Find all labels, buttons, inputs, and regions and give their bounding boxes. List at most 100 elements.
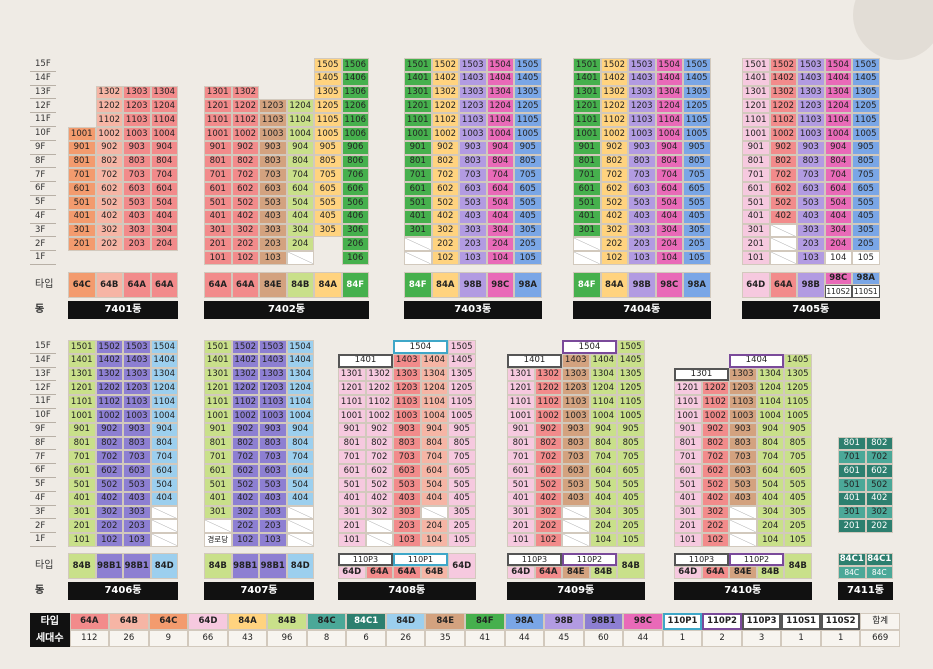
unit-cell[interactable]: 1105: [784, 395, 812, 409]
unit-cell[interactable]: 1404: [286, 353, 314, 368]
unit-cell[interactable]: 1501: [742, 58, 770, 72]
unit-cell[interactable]: 403: [259, 209, 287, 224]
unit-cell[interactable]: 1001: [742, 127, 770, 141]
unit-cell[interactable]: 1405: [784, 353, 812, 368]
unit-cell[interactable]: 901: [68, 422, 96, 437]
unit-cell[interactable]: 704: [286, 168, 314, 183]
unit-cell[interactable]: 1004: [286, 409, 314, 423]
unit-cell[interactable]: 1001: [404, 127, 432, 141]
unit-cell[interactable]: 804: [286, 436, 314, 451]
unit-cell[interactable]: 1101: [742, 113, 770, 127]
unit-cell[interactable]: 805: [784, 436, 812, 451]
unit-cell[interactable]: 204: [286, 237, 314, 252]
unit-cell[interactable]: 1401: [573, 71, 601, 86]
unit-cell[interactable]: [286, 519, 314, 534]
unit-cell[interactable]: 604: [655, 182, 683, 196]
unit-cell[interactable]: 602: [431, 182, 459, 196]
unit-cell[interactable]: 1003: [562, 409, 590, 423]
unit-cell[interactable]: 1203: [797, 99, 825, 114]
unit-cell[interactable]: 105: [784, 533, 812, 547]
unit-cell[interactable]: 502: [95, 196, 123, 210]
unit-cell[interactable]: 702: [769, 168, 797, 183]
unit-cell[interactable]: 302: [231, 505, 259, 520]
unit-cell[interactable]: 401: [338, 491, 366, 506]
unit-cell[interactable]: 1204: [589, 381, 617, 396]
unit-cell[interactable]: 301: [404, 223, 432, 238]
unit-cell[interactable]: 1404: [824, 71, 852, 86]
unit-cell[interactable]: 503: [729, 478, 757, 492]
unit-cell[interactable]: 904: [756, 422, 784, 437]
unit-cell[interactable]: 1201: [68, 381, 96, 396]
unit-cell[interactable]: 604: [756, 464, 784, 478]
unit-cell[interactable]: 1102: [701, 395, 729, 409]
unit-cell[interactable]: 805: [314, 154, 342, 169]
unit-cell[interactable]: 703: [259, 168, 287, 183]
unit-cell[interactable]: 104: [420, 533, 448, 547]
unit-cell[interactable]: 501: [507, 478, 535, 492]
unit-cell[interactable]: 504: [286, 478, 314, 492]
unit-cell[interactable]: 202: [95, 519, 123, 534]
unit-cell[interactable]: 701: [573, 168, 601, 183]
unit-cell[interactable]: 404: [756, 491, 784, 506]
unit-cell[interactable]: 1101: [674, 395, 702, 409]
unit-cell[interactable]: 605: [784, 464, 812, 478]
unit-cell[interactable]: 301: [204, 505, 232, 520]
unit-cell[interactable]: 1504: [150, 340, 178, 354]
unit-cell[interactable]: 1406: [341, 71, 369, 86]
unit-cell[interactable]: 802: [534, 436, 562, 451]
unit-cell[interactable]: 1102: [600, 113, 628, 127]
unit-cell[interactable]: 804: [150, 154, 178, 169]
unit-cell[interactable]: 504: [150, 196, 178, 210]
unit-cell[interactable]: 403: [729, 491, 757, 506]
unit-cell[interactable]: 1304: [486, 85, 514, 100]
unit-cell[interactable]: 504: [756, 478, 784, 492]
unit-cell[interactable]: 905: [514, 140, 542, 155]
unit-cell[interactable]: 405: [314, 209, 342, 224]
unit-cell[interactable]: 1503: [123, 340, 151, 354]
special-unit-outline[interactable]: 1301: [674, 367, 729, 382]
unit-cell[interactable]: 201: [507, 519, 535, 534]
unit-cell[interactable]: 703: [123, 450, 151, 465]
unit-cell[interactable]: 704: [150, 450, 178, 465]
unit-cell[interactable]: 301: [68, 505, 96, 520]
unit-cell[interactable]: 302: [534, 505, 562, 520]
unit-cell[interactable]: 1505: [683, 58, 711, 72]
unit-cell[interactable]: 601: [338, 464, 366, 478]
unit-cell[interactable]: 1205: [852, 99, 880, 114]
unit-cell[interactable]: 1502: [600, 58, 628, 72]
unit-cell[interactable]: 605: [852, 182, 880, 196]
unit-cell[interactable]: 303: [393, 505, 421, 520]
unit-cell[interactable]: 305: [514, 223, 542, 238]
unit-cell[interactable]: 803: [123, 436, 151, 451]
unit-cell[interactable]: 501: [838, 478, 866, 492]
unit-cell[interactable]: 1105: [314, 113, 342, 127]
unit-cell[interactable]: 805: [683, 154, 711, 169]
unit-cell[interactable]: 704: [286, 450, 314, 465]
unit-cell[interactable]: 1104: [286, 113, 314, 127]
unit-cell[interactable]: [562, 533, 590, 547]
unit-cell[interactable]: 1103: [259, 113, 287, 127]
unit-cell[interactable]: 602: [701, 464, 729, 478]
unit-cell[interactable]: 803: [123, 154, 151, 169]
unit-cell[interactable]: 705: [314, 168, 342, 183]
unit-cell[interactable]: 1002: [600, 127, 628, 141]
unit-cell[interactable]: 204: [589, 519, 617, 534]
unit-cell[interactable]: 301: [507, 505, 535, 520]
unit-cell[interactable]: 503: [562, 478, 590, 492]
unit-cell[interactable]: [769, 237, 797, 252]
unit-cell[interactable]: 303: [123, 223, 151, 238]
unit-cell[interactable]: 801: [507, 436, 535, 451]
unit-cell[interactable]: 904: [486, 140, 514, 155]
unit-cell[interactable]: 1005: [852, 127, 880, 141]
unit-cell[interactable]: 403: [628, 209, 656, 224]
unit-cell[interactable]: 104: [655, 251, 683, 265]
unit-cell[interactable]: 1002: [365, 409, 393, 423]
unit-cell[interactable]: 1302: [95, 367, 123, 382]
unit-cell[interactable]: 801: [204, 154, 232, 169]
unit-cell[interactable]: 1504: [286, 340, 314, 354]
unit-cell[interactable]: 1103: [628, 113, 656, 127]
unit-cell[interactable]: 706: [341, 168, 369, 183]
unit-cell[interactable]: 404: [589, 491, 617, 506]
unit-cell[interactable]: 401: [742, 209, 770, 224]
unit-cell[interactable]: 1205: [617, 381, 645, 396]
